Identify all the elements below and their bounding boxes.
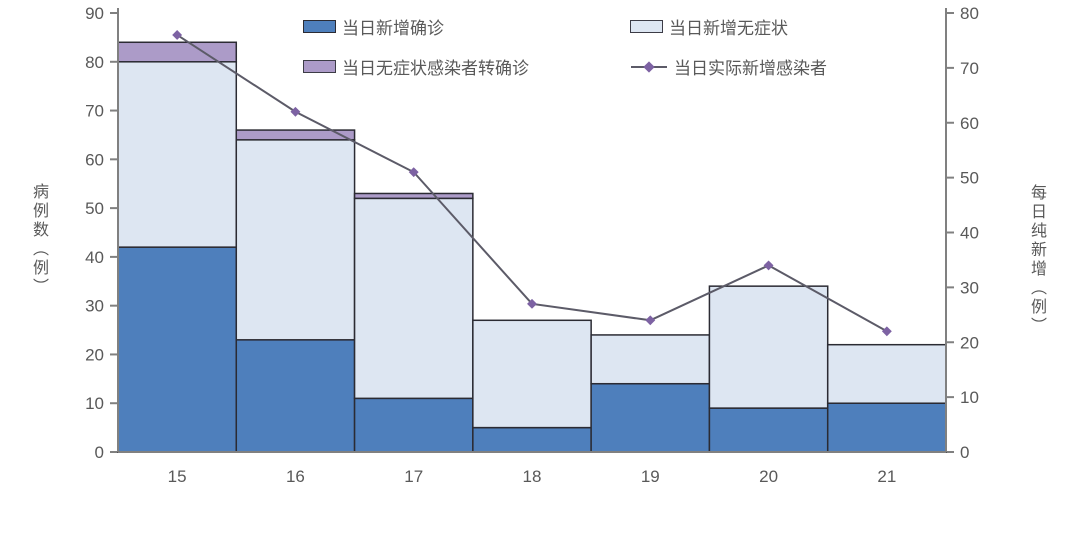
right-axis-tick-label: 0	[960, 443, 969, 462]
legend-label-converted: 当日无症状感染者转确诊	[342, 59, 529, 78]
right-axis-tick-label: 50	[960, 169, 979, 188]
right-axis-tick-label: 30	[960, 278, 979, 297]
left-axis-tick-label: 70	[85, 102, 104, 121]
bar-segment	[590, 334, 711, 385]
legend-swatch-confirmed	[303, 20, 336, 33]
x-axis-category-label: 21	[877, 467, 896, 486]
line-marker	[527, 298, 537, 309]
left-axis-tick-label: 80	[85, 53, 104, 72]
legend-label-confirmed: 当日新增确诊	[342, 19, 444, 38]
right-axis-tick-label: 10	[960, 388, 979, 407]
legend-swatch-asymptomatic	[630, 20, 663, 33]
right-axis-tick-label: 60	[960, 114, 979, 133]
legend-label-asymptomatic: 当日新增无症状	[669, 19, 788, 38]
right-axis-tick-label: 70	[960, 59, 979, 78]
x-axis-category-label: 19	[641, 467, 660, 486]
line-marker	[763, 260, 774, 271]
bar-segment	[472, 319, 592, 429]
left-axis-tick-label: 40	[85, 248, 104, 267]
bar-segment	[235, 129, 356, 141]
left-axis-tick-label: 30	[85, 297, 104, 316]
legend-item-confirmed: 当日新增确诊	[303, 14, 444, 39]
legend-item-actual-new: 当日实际新增感染者	[630, 54, 827, 79]
bar-segment	[472, 426, 592, 453]
x-axis-category-label: 20	[759, 467, 778, 486]
x-axis-category-label: 16	[286, 467, 305, 486]
bar-segment	[353, 397, 474, 453]
line-marker	[645, 315, 656, 326]
right-axis-tick-label: 20	[960, 333, 979, 352]
x-axis-category-label: 15	[168, 467, 187, 486]
left-axis-tick-label: 90	[85, 4, 104, 23]
bar-segment	[826, 402, 947, 453]
left-axis-tick-label: 20	[85, 345, 104, 364]
bar-segment	[117, 246, 238, 453]
x-axis-category-label: 17	[404, 467, 423, 486]
bar-segment	[826, 343, 947, 404]
right-axis-title: 每日纯新增（例）	[1028, 184, 1045, 336]
left-axis-tick-label: 10	[85, 394, 104, 413]
left-axis-tick-label: 50	[85, 199, 104, 218]
left-axis-title: 病例数（例）	[30, 183, 47, 297]
legend-label-actual-new: 当日实际新增感染者	[674, 59, 827, 78]
bar-segment	[235, 339, 356, 453]
left-axis-tick-label: 0	[95, 443, 104, 462]
legend-item-converted: 当日无症状感染者转确诊	[303, 54, 529, 79]
bar-segment	[117, 41, 238, 63]
legend-item-asymptomatic: 当日新增无症状	[630, 14, 788, 39]
bar-segment	[353, 192, 474, 200]
legend-line-marker-icon	[631, 60, 667, 73]
x-axis-category-label: 18	[523, 467, 542, 486]
legend-swatch-converted	[303, 60, 336, 73]
bar-segment	[353, 197, 474, 400]
line-marker	[881, 326, 892, 337]
bar-segment	[708, 407, 829, 453]
line-marker	[290, 106, 301, 117]
bar-segment	[235, 139, 356, 341]
line-marker	[408, 167, 419, 178]
bar-segment	[590, 382, 711, 453]
bar-segment	[708, 285, 829, 409]
right-axis-tick-label: 40	[960, 224, 979, 243]
line-marker	[172, 30, 183, 40]
right-axis-tick-label: 80	[960, 4, 979, 23]
left-axis-tick-label: 60	[85, 150, 104, 169]
bar-segment	[117, 61, 238, 248]
